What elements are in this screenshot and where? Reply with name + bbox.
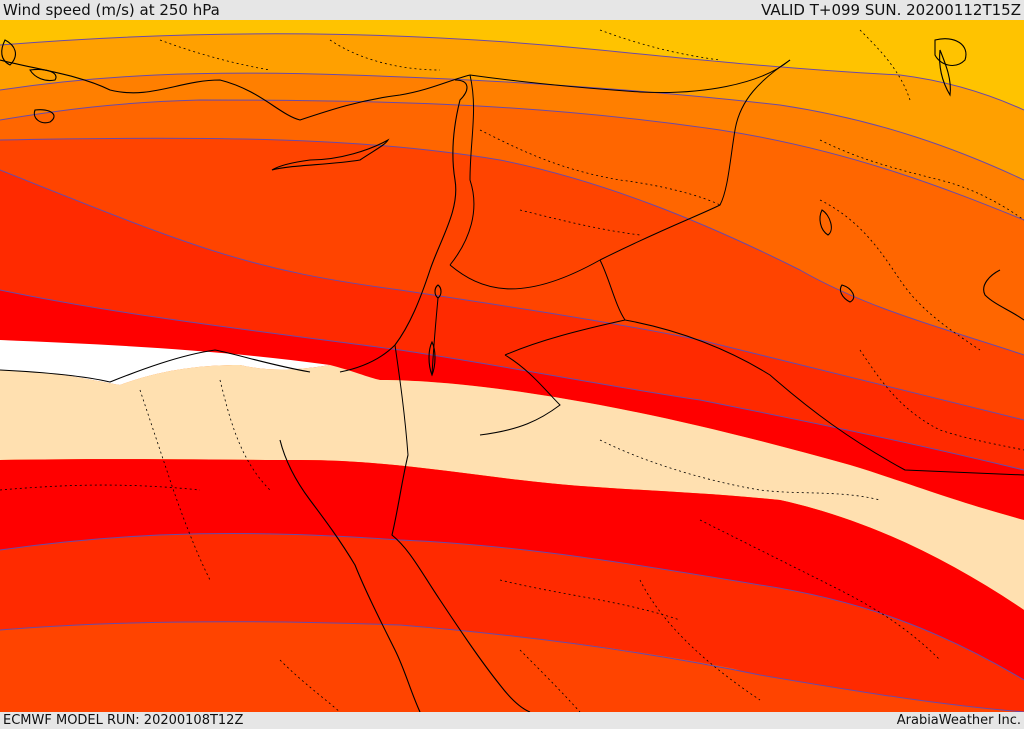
map-title: Wind speed (m/s) at 250 hPa: [3, 1, 220, 19]
admin-boundaries: [0, 29, 1024, 712]
wind-band-1: [0, 20, 1024, 110]
model-run: ECMWF MODEL RUN: 20200108T12Z: [3, 713, 244, 728]
wind-band-5: [0, 138, 1024, 420]
valid-time: VALID T+099 SUN. 20200112T15Z: [761, 1, 1021, 19]
country-borders: [394, 59, 1024, 476]
wind-band-low: [0, 365, 1024, 610]
wind-band-2: [0, 33, 1024, 180]
coastlines: [0, 38, 1024, 712]
header-bar: Wind speed (m/s) at 250 hPa VALID T+099 …: [0, 0, 1024, 20]
wind-band-4: [0, 100, 1024, 355]
wind-band-6: [0, 170, 1024, 470]
footer-bar: ECMWF MODEL RUN: 20200108T12Z ArabiaWeat…: [0, 712, 1024, 729]
wind-speed-map: [0, 20, 1024, 712]
wind-band-7-south: [0, 459, 1024, 680]
wind-band-7: [0, 290, 1024, 520]
wind-band-5-south: [0, 621, 1024, 712]
credit: ArabiaWeather Inc.: [896, 713, 1021, 728]
wind-band-3: [0, 73, 1024, 220]
map-canvas: [0, 20, 1024, 712]
